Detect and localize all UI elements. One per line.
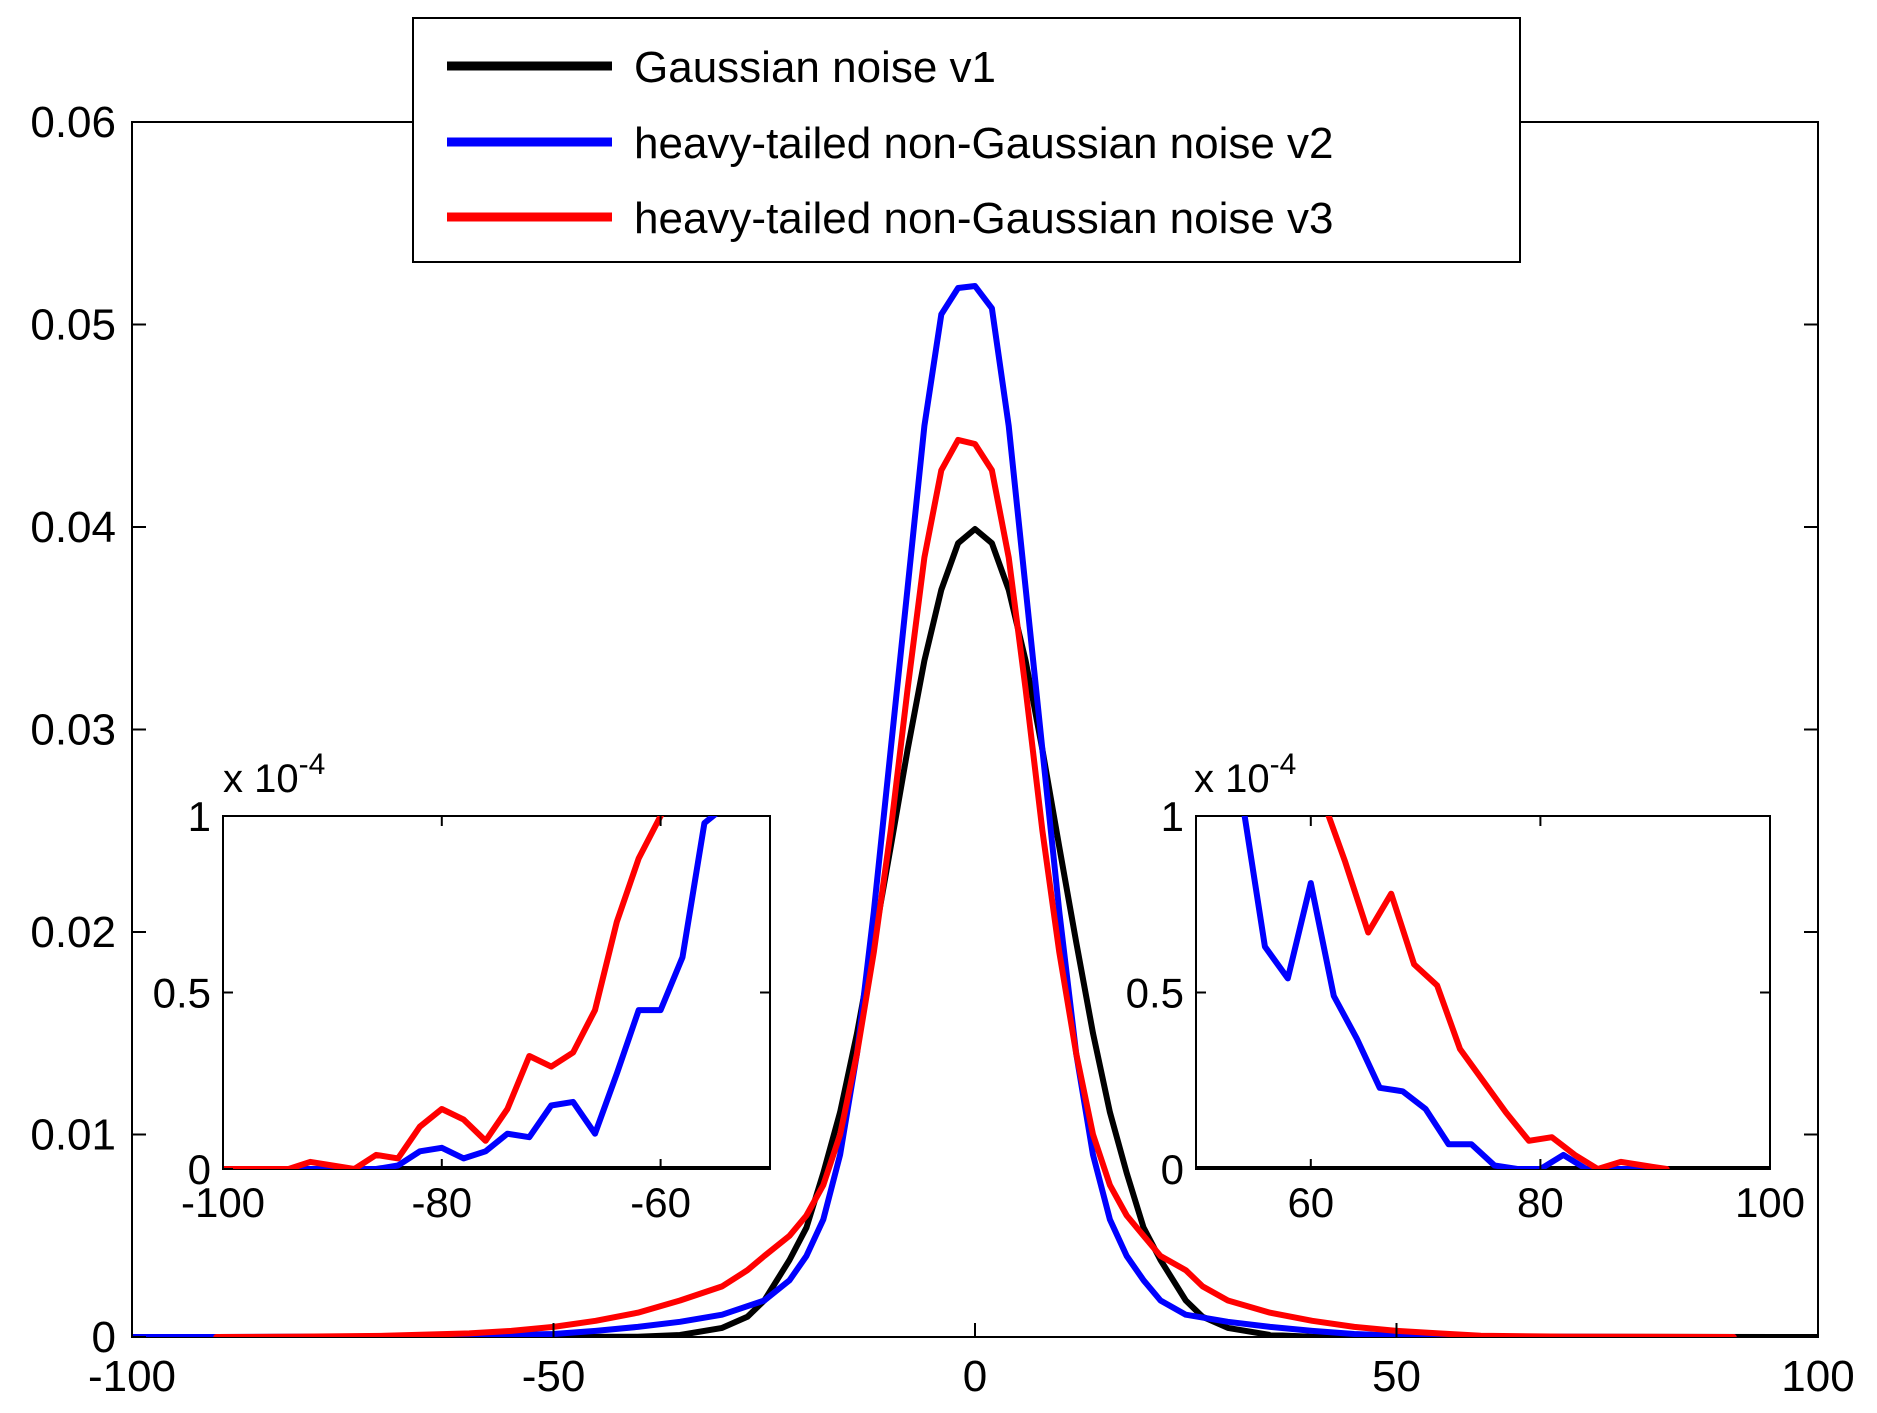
inset-left-series-heavy-tailed-v3	[223, 816, 665, 1169]
main-ytick-label: 0.03	[30, 706, 116, 755]
inset-right-ytick-label: 1	[1161, 793, 1184, 840]
main-series-group	[132, 283, 1818, 1337]
inset-right-plot: 60 80 100 0 0.5 1 x 10-4	[1126, 748, 1805, 1226]
main-series-heavy-tailed-v3	[213, 436, 1737, 1337]
inset-right-ticks-group: 60 80 100 0 0.5 1	[1126, 793, 1805, 1226]
inset-right-xtick-label: 60	[1287, 1179, 1334, 1226]
inset-left-plot: -100 -80 -60 0 0.5 1 x 10-4	[153, 748, 771, 1226]
inset-left-xtick-label: -80	[411, 1179, 472, 1226]
main-ytick-label: 0.02	[30, 908, 116, 957]
main-series-heavy-tailed-v2	[132, 283, 1737, 1337]
legend-label-v2: heavy-tailed non-Gaussian noise v2	[634, 119, 1334, 168]
main-xtick-label: -50	[522, 1352, 586, 1401]
inset-right-series-heavy-tailed-v3	[1325, 816, 1670, 1169]
inset-left-series-heavy-tailed-v2	[223, 816, 718, 1169]
legend: Gaussian noise v1 heavy-tailed non-Gauss…	[412, 17, 1521, 263]
inset-right-xtick-label: 80	[1517, 1179, 1564, 1226]
inset-right-scale-exponent: -4	[1270, 748, 1297, 781]
inset-left-ytick-label: 0	[188, 1146, 211, 1193]
inset-left-series-group	[223, 816, 770, 1169]
inset-left-scale-exponent: -4	[299, 748, 326, 781]
inset-left-ticks-group: -100 -80 -60 0 0.5 1	[153, 793, 770, 1226]
inset-left-xtick-label: -60	[630, 1179, 691, 1226]
inset-left-scale-base: x 10	[223, 757, 299, 801]
legend-label-v1: Gaussian noise v1	[634, 43, 996, 92]
inset-right-scale-label: x 10-4	[1194, 748, 1296, 801]
main-ytick-label: 0	[92, 1313, 116, 1362]
main-xtick-label: 0	[963, 1352, 987, 1401]
inset-left-scale-label: x 10-4	[223, 748, 325, 801]
inset-right-frame	[1195, 815, 1771, 1170]
inset-left-ytick-label: 0.5	[153, 970, 211, 1017]
legend-label-v3: heavy-tailed non-Gaussian noise v3	[634, 194, 1334, 243]
main-ytick-label: 0.06	[30, 98, 116, 147]
main-xtick-label: 50	[1372, 1352, 1421, 1401]
inset-right-ytick-label: 0	[1161, 1146, 1184, 1193]
inset-right-series-heavy-tailed-v2	[1241, 816, 1659, 1169]
main-ytick-label: 0.04	[30, 503, 116, 552]
main-xtick-label: -100	[88, 1352, 176, 1401]
main-ytick-label: 0.05	[30, 301, 116, 350]
inset-right-xtick-label: 100	[1735, 1179, 1805, 1226]
main-xtick-label: 100	[1781, 1352, 1854, 1401]
main-ytick-label: 0.01	[30, 1111, 116, 1160]
inset-right-scale-base: x 10	[1194, 757, 1270, 801]
inset-right-ytick-label: 0.5	[1126, 970, 1184, 1017]
main-series-gaussian-v1	[132, 526, 1818, 1337]
inset-right-series-group	[1196, 816, 1770, 1169]
inset-left-frame	[222, 815, 771, 1170]
inset-left-xtick-label: -100	[181, 1179, 265, 1226]
inset-left-ytick-label: 1	[188, 793, 211, 840]
